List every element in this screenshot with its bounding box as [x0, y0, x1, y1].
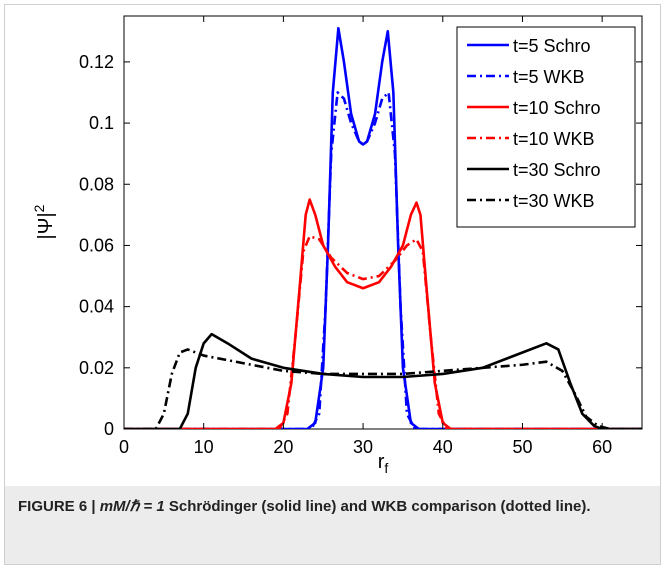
legend-label-3: t=10 Schro	[513, 98, 601, 118]
y-tick-label: 0.08	[79, 174, 114, 194]
x-ticks: 0 10 20 30 40 50 60	[119, 16, 612, 457]
legend: t=5 Schro t=5 WKB t=10 Schro t=10 WKB t=30 S…	[456, 26, 636, 228]
legend-label-2: t=5 WKB	[513, 67, 585, 87]
legend-box	[456, 26, 636, 228]
series-layer	[124, 26, 642, 429]
x-axis-label: rf	[378, 451, 389, 476]
x-tick-label: 20	[273, 437, 293, 457]
y-axis-label: |Ψ|2	[31, 204, 57, 239]
legend-label-6: t=30 WKB	[513, 191, 595, 211]
x-tick-label: 30	[353, 437, 373, 457]
y-ticks: 0 0.02 0.04 0.06 0.08 0.1 0.12	[79, 52, 642, 439]
legend-label-5: t=30 Schro	[513, 160, 601, 180]
legend-label-1: t=5 Schro	[513, 36, 591, 56]
legend-label-4: t=10 WKB	[513, 129, 595, 149]
caption-text: Schrödinger (solid line) and WKB compari…	[168, 498, 591, 515]
caption-figure-label: FIGURE 6 |	[18, 498, 96, 515]
y-tick-label: 0.04	[79, 297, 114, 317]
x-tick-label: 50	[512, 437, 532, 457]
x-tick-label: 60	[592, 437, 612, 457]
caption-box	[4, 486, 661, 565]
y-tick-label: 0.1	[89, 113, 114, 133]
y-tick-label: 0.06	[79, 235, 114, 255]
y-tick-label: 0	[104, 419, 114, 439]
series-line-4	[124, 234, 642, 429]
y-tick-label: 0.02	[79, 358, 114, 378]
x-tick-label: 10	[194, 437, 214, 457]
series-line-2	[124, 91, 642, 429]
series-line-6	[124, 348, 642, 429]
x-tick-label: 40	[433, 437, 453, 457]
figure-caption: FIGURE 6 | mM/ℏ = 1 Schrödinger (solid l…	[18, 496, 638, 518]
y-tick-label: 0.12	[79, 52, 114, 72]
x-tick-label: 0	[119, 437, 129, 457]
caption-expression: mM/ℏ = 1	[99, 498, 165, 515]
